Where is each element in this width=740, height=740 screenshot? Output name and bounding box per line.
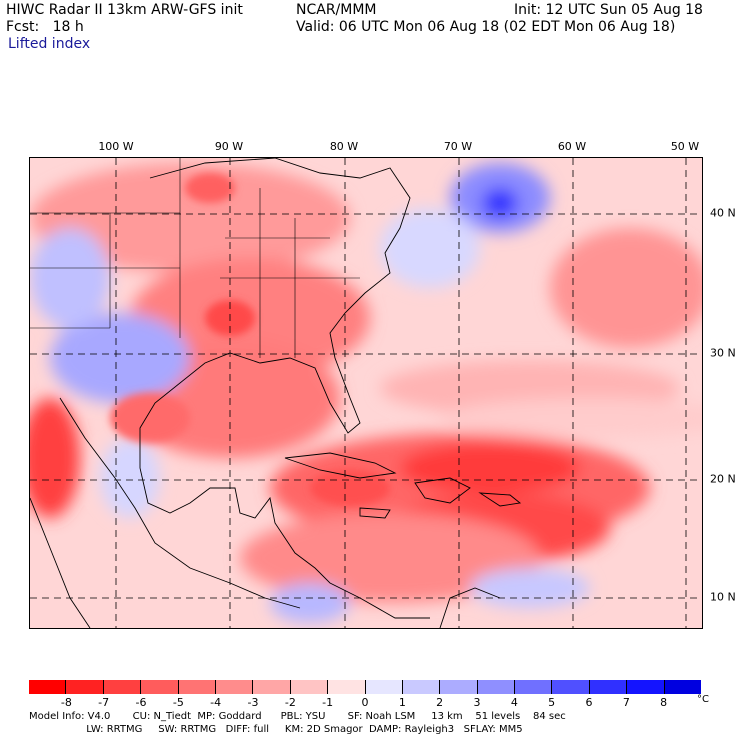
colorbar-cell: [29, 680, 67, 694]
colorbar-tick-label: -1: [322, 696, 334, 709]
colorbar-cell: [402, 680, 441, 694]
colorbar-cell: [589, 680, 628, 694]
model-info-line2: LW: RRTMG SW: RRTMG DIFF: full KM: 2D Sm…: [29, 724, 523, 735]
lon-label-70w: 70 W: [443, 140, 473, 153]
colorbar-tick-label: -2: [284, 696, 296, 709]
graticule: [30, 158, 702, 628]
model-info-line1: Model Info: V4.0 CU: N_Tiedt MP: Goddard…: [29, 711, 566, 722]
colorbar-cell: [253, 680, 291, 694]
colorbar-cell: [477, 680, 516, 694]
lat-label-20n: 20 N: [710, 472, 736, 486]
lon-label-80w: 80 W: [329, 140, 359, 153]
map-canvas: [30, 158, 702, 628]
init-time: Init: 12 UTC Sun 05 Aug 18: [514, 2, 703, 18]
model-title: HIWC Radar II 13km ARW-GFS init: [6, 2, 243, 18]
colorbar: [29, 680, 702, 694]
colorbar-cell: [627, 680, 665, 694]
colorbar-cell: [664, 680, 702, 694]
colorbar-tick-label: 8: [660, 696, 668, 709]
colorbar-tick-label: -3: [247, 696, 259, 709]
colorbar-tick-label: 1: [398, 696, 406, 709]
colorbar-cell: [103, 680, 142, 694]
colorbar-cell: [328, 680, 366, 694]
colorbar-tick-label: 0: [361, 696, 369, 709]
coastlines: [30, 158, 522, 628]
colorbar-tick-label: -5: [172, 696, 184, 709]
colorbar-tick-label: 4: [510, 696, 518, 709]
field-highlights: [110, 173, 390, 506]
lon-label-100w: 100 W: [98, 140, 134, 153]
colorbar-cell: [66, 680, 104, 694]
lat-label-10n: 10 N: [710, 590, 736, 604]
colorbar-cell: [365, 680, 403, 694]
colorbar-tick-label: 5: [548, 696, 556, 709]
colorbar-tick-label: -7: [98, 696, 110, 709]
lon-label-50w: 50 W: [670, 140, 700, 153]
colorbar-tick-label: -4: [210, 696, 222, 709]
colorbar-cell: [290, 680, 329, 694]
colorbar-tick-label: 6: [585, 696, 593, 709]
colorbar-tick-label: 3: [473, 696, 481, 709]
field-name: Lifted index: [8, 36, 91, 52]
colorbar-tick-label: 2: [436, 696, 444, 709]
forecast-hour: Fcst: 18 h: [6, 19, 84, 35]
colorbar-cell: [440, 680, 478, 694]
org-label: NCAR/MMM: [296, 2, 377, 18]
valid-time: Valid: 06 UTC Mon 06 Aug 18 (02 EDT Mon …: [296, 19, 676, 35]
colorbar-cell: [141, 680, 179, 694]
state-borders: [30, 158, 360, 358]
colorbar-tick-label: 7: [622, 696, 630, 709]
colorbar-unit: °C: [697, 694, 709, 705]
lon-label-90w: 90 W: [214, 140, 244, 153]
colorbar-cell: [178, 680, 216, 694]
lat-label-40n: 40 N: [710, 206, 736, 220]
colorbar-tick-label: -8: [60, 696, 72, 709]
lifted-index-map: [29, 157, 703, 629]
lat-label-30n: 30 N: [710, 346, 736, 360]
lon-label-60w: 60 W: [557, 140, 587, 153]
colorbar-tick-label: -6: [135, 696, 147, 709]
colorbar-cell: [515, 680, 553, 694]
colorbar-cell: [215, 680, 254, 694]
colorbar-cell: [552, 680, 590, 694]
field-shading: [30, 163, 702, 623]
